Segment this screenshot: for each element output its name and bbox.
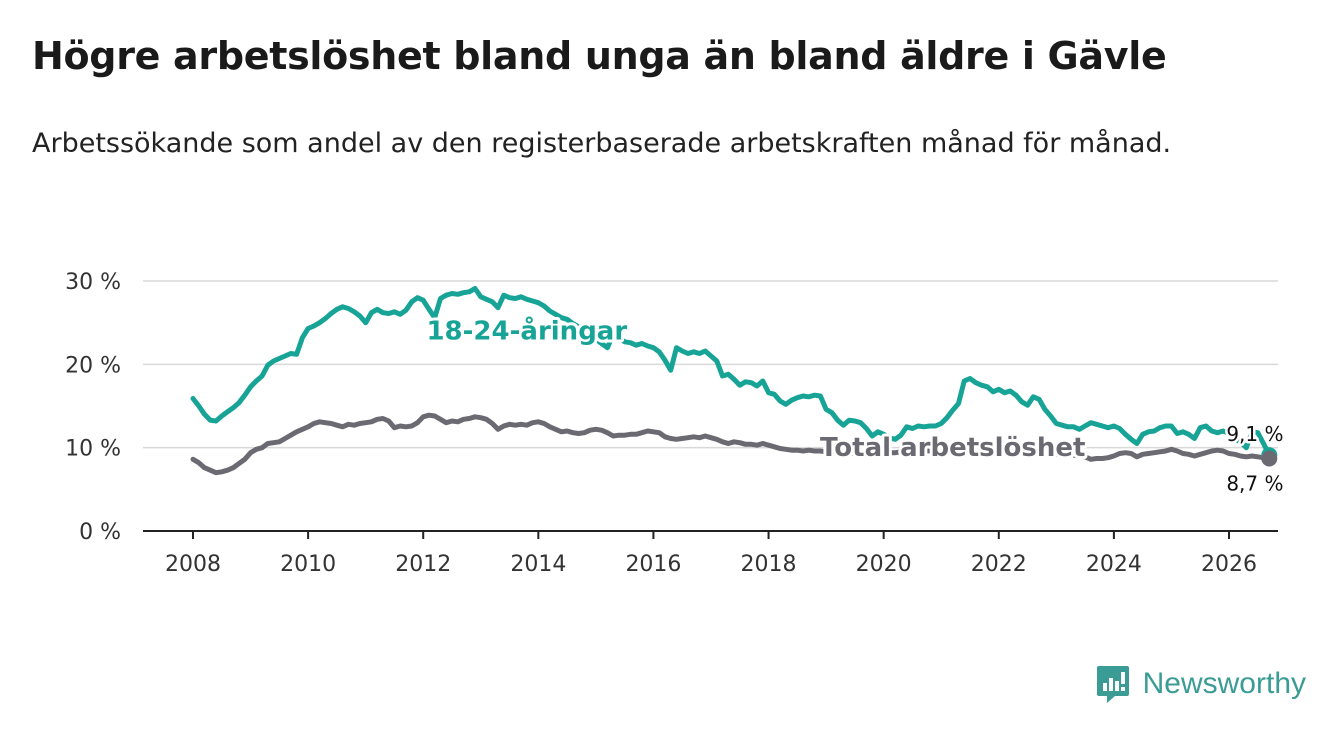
series-lines <box>190 286 1278 476</box>
series-line-total-arbetsl-shet <box>190 412 1272 476</box>
y-tick-label: 0 % <box>79 520 121 545</box>
gridlines <box>143 280 1278 449</box>
series-line-18-24-ringar <box>190 286 1272 458</box>
brand-name: Newsworthy <box>1142 667 1306 700</box>
x-tick-label: 2024 <box>1086 552 1142 577</box>
x-tick-label: 2008 <box>165 552 221 577</box>
chart-title: Högre arbetslöshet bland unga än bland ä… <box>32 34 1167 78</box>
line-chart: 0 % 10 % 20 % 30 % 2008 2010 2012 2014 2016 2018… <box>65 270 1286 577</box>
x-tick-label: 2012 <box>395 552 451 577</box>
x-tick-label: 2026 <box>1201 552 1257 577</box>
series-labels: 18-24-åringar Total arbetslöshet 9,1 % 8,7 … <box>423 311 1286 498</box>
y-axis-ticks: 0 % 10 % 20 % 30 % <box>65 270 121 545</box>
brand-logo: Newsworthy <box>1095 664 1306 704</box>
y-tick-label: 20 % <box>65 353 121 378</box>
newsworthy-logo-icon <box>1096 666 1129 703</box>
x-tick-label: 2020 <box>856 552 912 577</box>
x-tick-label: 2014 <box>510 552 566 577</box>
y-tick-label: 30 % <box>65 270 121 295</box>
end-point-total-arbetsl-shet <box>1261 450 1278 467</box>
end-value-youth: 9,1 % <box>1226 422 1283 446</box>
series-label-total: Total arbetslöshet <box>820 433 1085 463</box>
x-tick-label: 2018 <box>741 552 797 577</box>
x-tick-label: 2010 <box>280 552 336 577</box>
y-tick-label: 10 % <box>65 437 121 462</box>
x-tick-label: 2016 <box>625 552 681 577</box>
series-label-youth: 18-24-åringar <box>426 314 627 346</box>
x-tick-label: 2022 <box>971 552 1027 577</box>
end-value-total: 8,7 % <box>1226 472 1283 496</box>
x-axis: 2008 2010 2012 2014 2016 2018 2020 2022 2024 2026 <box>143 530 1278 577</box>
chart-subtitle: Arbetssökande som andel av den registerb… <box>32 128 1172 159</box>
